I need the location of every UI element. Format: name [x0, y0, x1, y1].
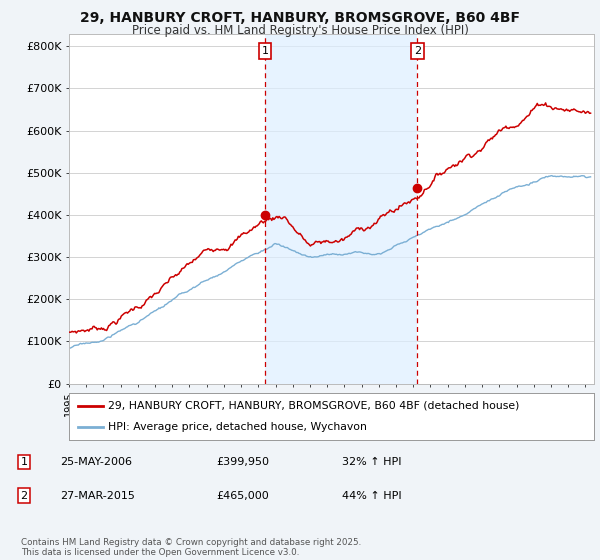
Text: 25-MAY-2006: 25-MAY-2006: [60, 457, 132, 467]
Text: Price paid vs. HM Land Registry's House Price Index (HPI): Price paid vs. HM Land Registry's House …: [131, 24, 469, 36]
Text: 2: 2: [413, 46, 421, 56]
Text: £399,950: £399,950: [216, 457, 269, 467]
Text: 1: 1: [262, 46, 268, 56]
Bar: [265, 34, 417, 384]
Text: £465,000: £465,000: [216, 491, 269, 501]
Text: 29, HANBURY CROFT, HANBURY, BROMSGROVE, B60 4BF: 29, HANBURY CROFT, HANBURY, BROMSGROVE, …: [80, 11, 520, 25]
Text: Contains HM Land Registry data © Crown copyright and database right 2025.
This d: Contains HM Land Registry data © Crown c…: [21, 538, 361, 557]
Text: 2: 2: [20, 491, 28, 501]
Text: 1: 1: [20, 457, 28, 467]
Text: HPI: Average price, detached house, Wychavon: HPI: Average price, detached house, Wych…: [109, 422, 367, 432]
Text: 29, HANBURY CROFT, HANBURY, BROMSGROVE, B60 4BF (detached house): 29, HANBURY CROFT, HANBURY, BROMSGROVE, …: [109, 400, 520, 410]
Text: 44% ↑ HPI: 44% ↑ HPI: [342, 491, 401, 501]
Text: 32% ↑ HPI: 32% ↑ HPI: [342, 457, 401, 467]
Text: 27-MAR-2015: 27-MAR-2015: [60, 491, 135, 501]
